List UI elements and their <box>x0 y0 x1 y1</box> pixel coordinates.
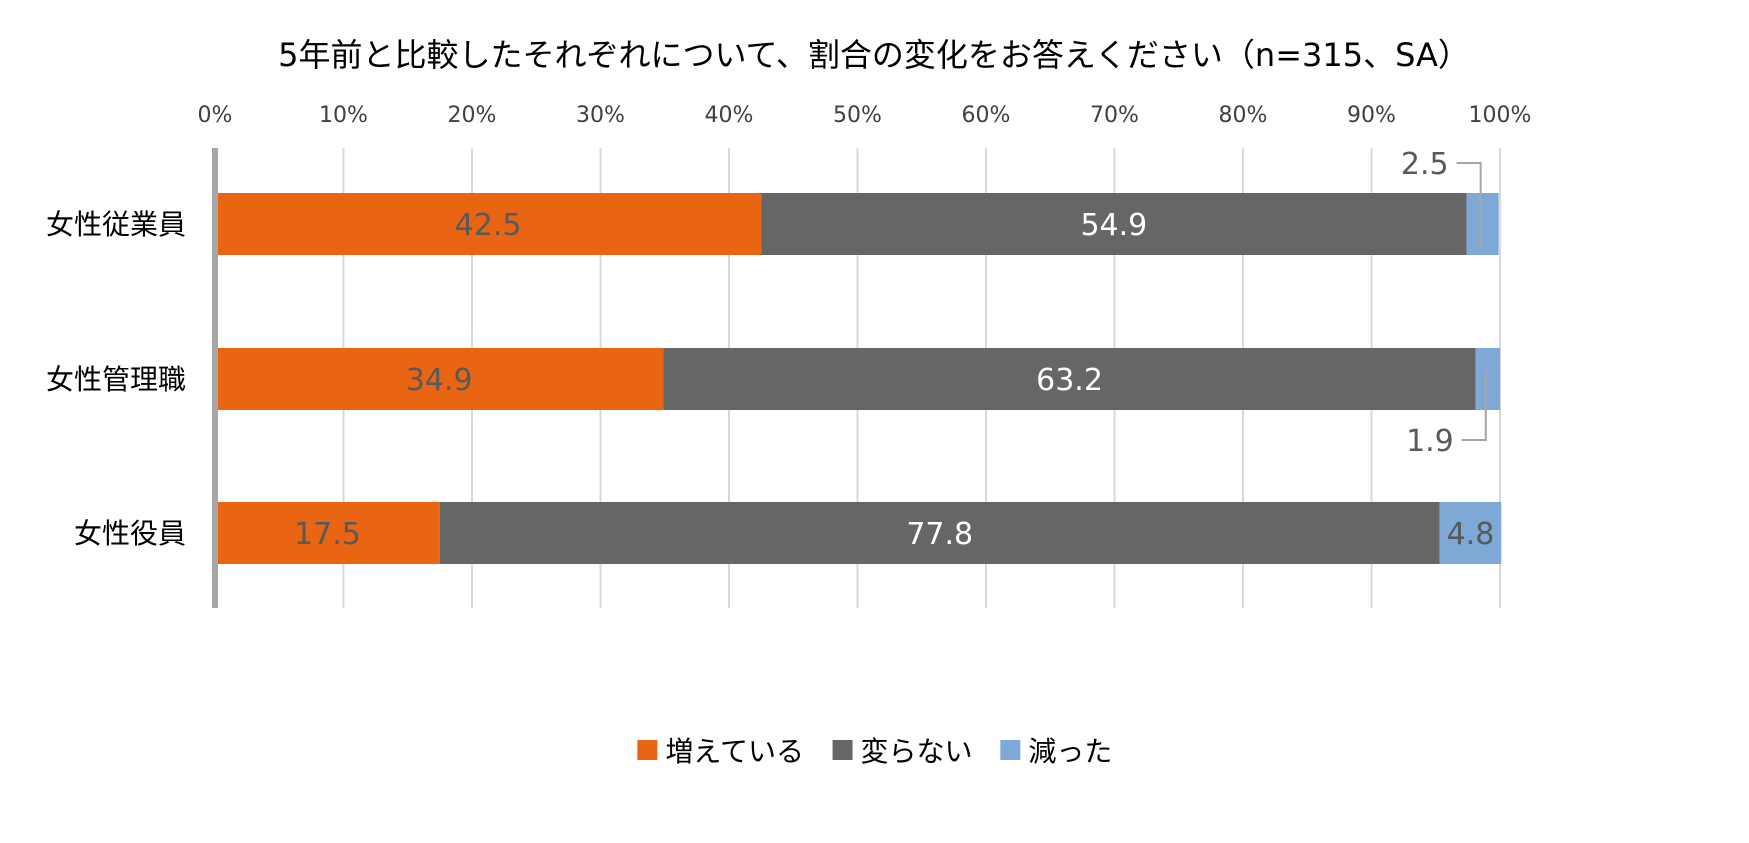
legend-label: 増えている <box>665 735 804 768</box>
x-tick-label: 80% <box>1219 103 1268 128</box>
x-tick-label: 30% <box>576 103 625 128</box>
data-label: 42.5 <box>455 208 522 243</box>
bar-segment <box>215 193 762 255</box>
legend-swatch <box>637 740 658 760</box>
data-labels: 42.5 54.9 2.5 34.9 63.2 1.9 17.5 77.8 4.8 <box>294 147 1494 552</box>
legend-swatch <box>832 740 853 760</box>
category-label: 女性従業員 <box>46 208 186 241</box>
x-tick-label: 40% <box>705 103 754 128</box>
x-axis-ticks: 0% 10% 20% 30% 40% 50% 60% 70% 80% 90% 100% <box>198 103 1532 128</box>
chart-title: 5年前と比較したそれぞれについて、割合の変化をお答えください（n=315、SA） <box>278 36 1470 74</box>
x-tick-label: 10% <box>319 103 368 128</box>
data-label: 77.8 <box>906 517 973 552</box>
data-label: 54.9 <box>1080 208 1147 243</box>
legend-item: 増えている <box>637 735 804 768</box>
leader-line <box>1456 162 1482 250</box>
x-tick-label: 0% <box>198 103 233 128</box>
bars <box>215 193 1502 564</box>
data-label: 17.5 <box>294 517 361 552</box>
legend-swatch <box>1000 740 1021 760</box>
x-tick-label: 20% <box>448 103 497 128</box>
bar-segment <box>1466 193 1499 255</box>
data-label: 63.2 <box>1036 363 1103 398</box>
bar-segment <box>761 193 1467 255</box>
bar-segment <box>1475 348 1500 410</box>
bar-segment <box>663 348 1476 410</box>
bar-segment <box>215 348 664 410</box>
legend: 増えている 変らない 減った <box>637 735 1112 768</box>
category-label: 女性役員 <box>74 517 186 550</box>
x-tick-label: 90% <box>1347 103 1396 128</box>
leader-line <box>1461 371 1487 441</box>
bar-segment <box>439 502 1440 564</box>
x-tick-label: 100% <box>1469 103 1532 128</box>
bar-segment <box>215 502 440 564</box>
data-label: 4.8 <box>1447 517 1495 552</box>
x-tick-label: 70% <box>1090 103 1139 128</box>
bar-segment <box>1439 502 1502 564</box>
data-label: 34.9 <box>406 363 473 398</box>
legend-label: 変らない <box>861 735 973 768</box>
x-tick-label: 60% <box>962 103 1011 128</box>
data-label-callout: 1.9 <box>1406 424 1454 459</box>
data-label-callout: 2.5 <box>1401 147 1449 182</box>
legend-label: 減った <box>1028 735 1112 768</box>
legend-item: 変らない <box>832 735 973 768</box>
x-tick-label: 50% <box>833 103 882 128</box>
legend-item: 減った <box>1000 735 1112 768</box>
category-label: 女性管理職 <box>46 363 186 396</box>
